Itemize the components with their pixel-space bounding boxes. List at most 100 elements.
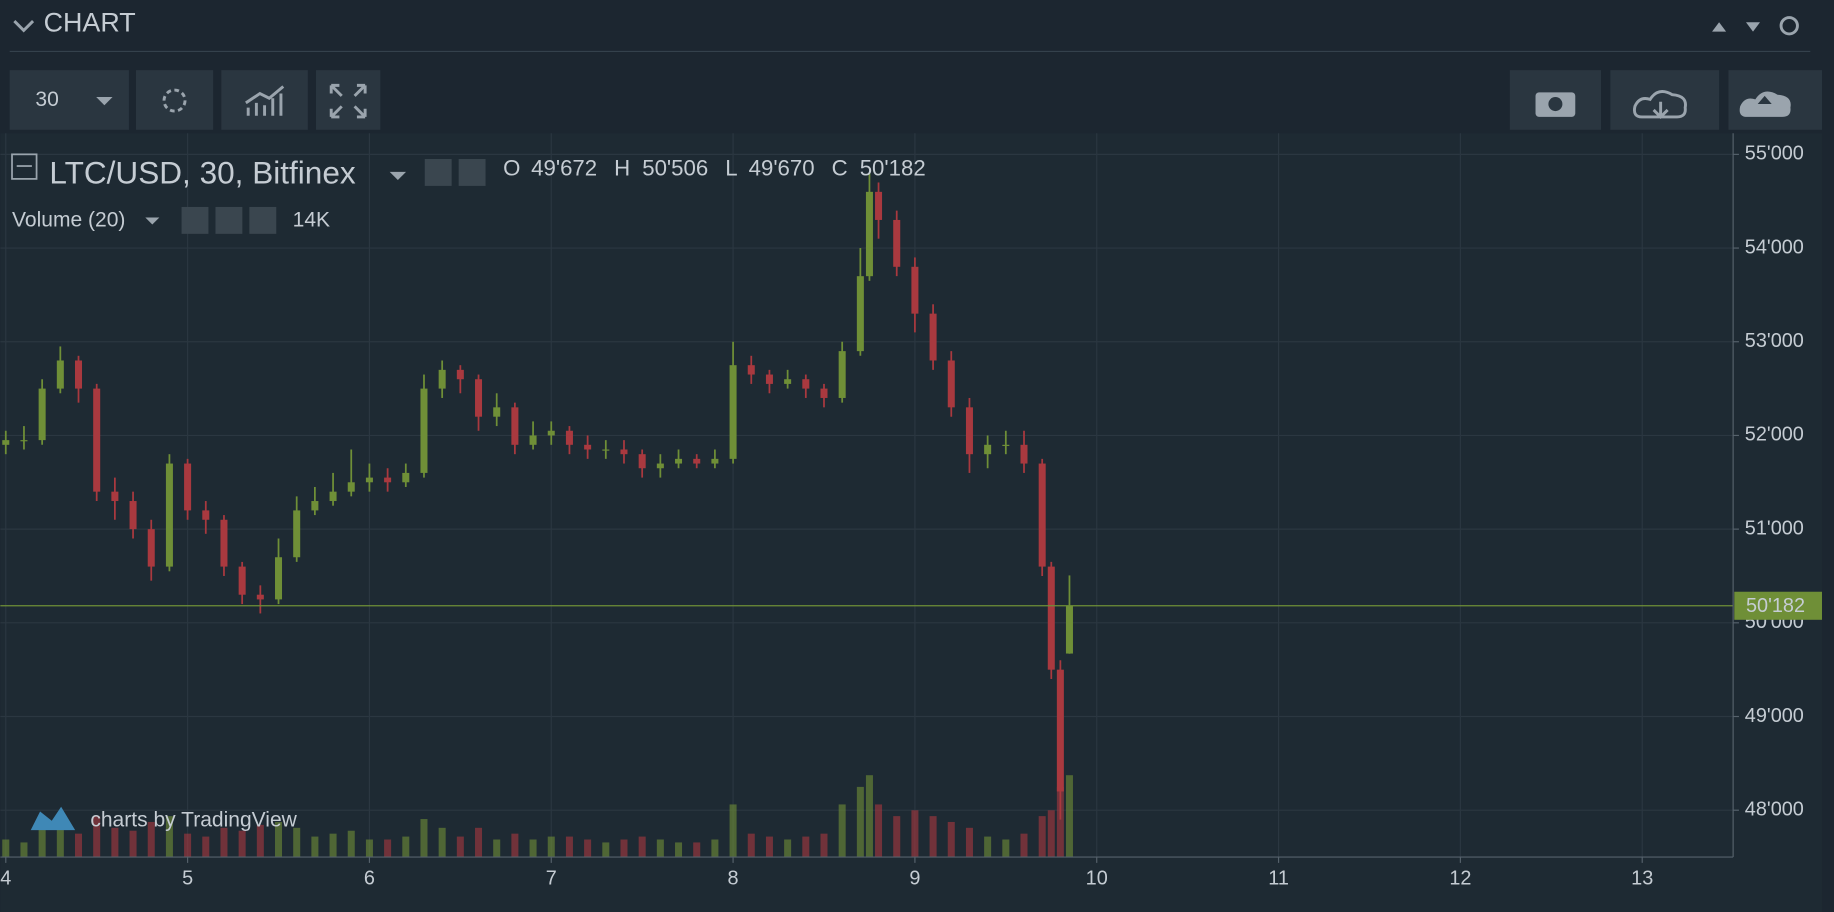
volume-bar	[402, 836, 410, 858]
indicators-icon	[245, 85, 285, 116]
candle-body	[165, 463, 173, 567]
volume-bar	[820, 833, 828, 858]
candle-body	[420, 388, 428, 473]
candle-body	[311, 501, 319, 511]
candle-body	[856, 276, 864, 352]
volume-bar	[438, 827, 446, 858]
volume-bar	[384, 839, 392, 858]
interval-select[interactable]	[9, 70, 129, 130]
volume-bar	[1047, 810, 1055, 858]
move-up[interactable]	[1712, 22, 1727, 32]
candle-body	[747, 365, 755, 375]
symbol-dropdown[interactable]	[389, 171, 407, 181]
volume-bar	[947, 821, 955, 858]
volume-bar	[456, 836, 464, 858]
candle-body	[275, 557, 283, 600]
candle-body	[765, 374, 773, 384]
volume-bar	[875, 804, 883, 858]
load-button[interactable]	[1610, 70, 1720, 130]
volume-bar	[56, 821, 64, 858]
volume-bar	[729, 804, 737, 858]
volume-settings[interactable]	[215, 206, 243, 234]
watermark[interactable]: charts by TradingView	[90, 808, 297, 831]
y-tick-label: 51'000	[1745, 517, 1804, 539]
volume-bar	[584, 839, 592, 858]
fullscreen-button[interactable]	[316, 70, 381, 130]
volume-bar	[711, 839, 719, 858]
gear-icon	[162, 88, 187, 113]
candle-body	[620, 449, 628, 455]
eye-button[interactable]	[424, 159, 452, 186]
candle-body	[202, 510, 210, 520]
volume-bar	[656, 839, 664, 858]
fullscreen-icon	[329, 83, 367, 119]
settings-button[interactable]	[135, 70, 214, 130]
candle-body	[865, 191, 873, 277]
volume-bar	[347, 830, 355, 858]
x-tick-label: 7	[546, 868, 557, 890]
collapse-icon[interactable]	[13, 20, 35, 33]
candle-body	[1020, 444, 1028, 464]
volume-dropdown[interactable]	[145, 217, 160, 225]
volume-eye[interactable]	[181, 206, 209, 234]
x-tick-label: 13	[1631, 868, 1653, 890]
x-tick-label: 11	[1268, 868, 1289, 890]
volume-indicator[interactable]: Volume (20)	[12, 209, 125, 232]
high-value: 50'506	[642, 155, 708, 180]
collapse-pane[interactable]	[11, 153, 38, 180]
volume-bar	[1056, 786, 1064, 858]
candle-body	[402, 472, 410, 483]
symbol[interactable]: LTC/USD, 30, Bitfinex	[49, 155, 355, 191]
last-price-label: 50'182	[1746, 595, 1805, 617]
candle-body	[984, 444, 992, 455]
volume-bar	[75, 833, 83, 858]
open-value: 49'672	[531, 155, 597, 180]
candle-body	[56, 360, 64, 389]
candle-body	[638, 454, 646, 469]
x-tick-label: 9	[909, 868, 920, 890]
candle-body	[456, 369, 464, 380]
volume-bar	[547, 836, 555, 858]
candle-body	[147, 529, 155, 567]
volume-bar	[93, 816, 101, 858]
volume-bar	[1020, 833, 1028, 858]
candle-body	[93, 388, 101, 492]
volume-bar	[1002, 839, 1010, 858]
candle-body	[820, 388, 828, 398]
candle-body	[293, 510, 301, 558]
volume-bar	[256, 824, 264, 858]
candle-body	[875, 191, 883, 220]
volume-bar	[565, 836, 573, 858]
volume-bar	[365, 839, 373, 858]
candle-body	[911, 266, 919, 314]
candle-body	[893, 219, 901, 267]
candle-body	[511, 407, 519, 445]
volume-bar	[965, 827, 973, 858]
volume-bar	[1065, 775, 1073, 858]
candle-body	[547, 430, 555, 436]
interval: 30	[35, 88, 58, 111]
volume-bar	[165, 816, 173, 858]
candle-body	[656, 463, 664, 469]
indicators-button[interactable]	[221, 70, 308, 130]
candle-body	[329, 491, 337, 502]
settings-small[interactable]	[458, 159, 486, 186]
candle-body	[965, 407, 973, 455]
move-down[interactable]	[1745, 22, 1761, 32]
volume-bar	[2, 839, 10, 858]
open-label: O	[503, 155, 520, 180]
volume-bar	[293, 827, 301, 858]
candle-body	[365, 477, 373, 483]
refresh[interactable]	[1779, 16, 1799, 36]
x-tick-label: 4	[0, 868, 11, 890]
candle-body	[220, 519, 228, 567]
volume-bar	[275, 821, 283, 858]
candle-body	[838, 351, 846, 398]
volume-bar	[511, 833, 519, 858]
candle-body	[184, 463, 192, 511]
volume-remove[interactable]	[249, 206, 277, 234]
candle-body	[929, 313, 937, 361]
candle-body	[565, 430, 573, 445]
candle-body	[947, 360, 955, 408]
